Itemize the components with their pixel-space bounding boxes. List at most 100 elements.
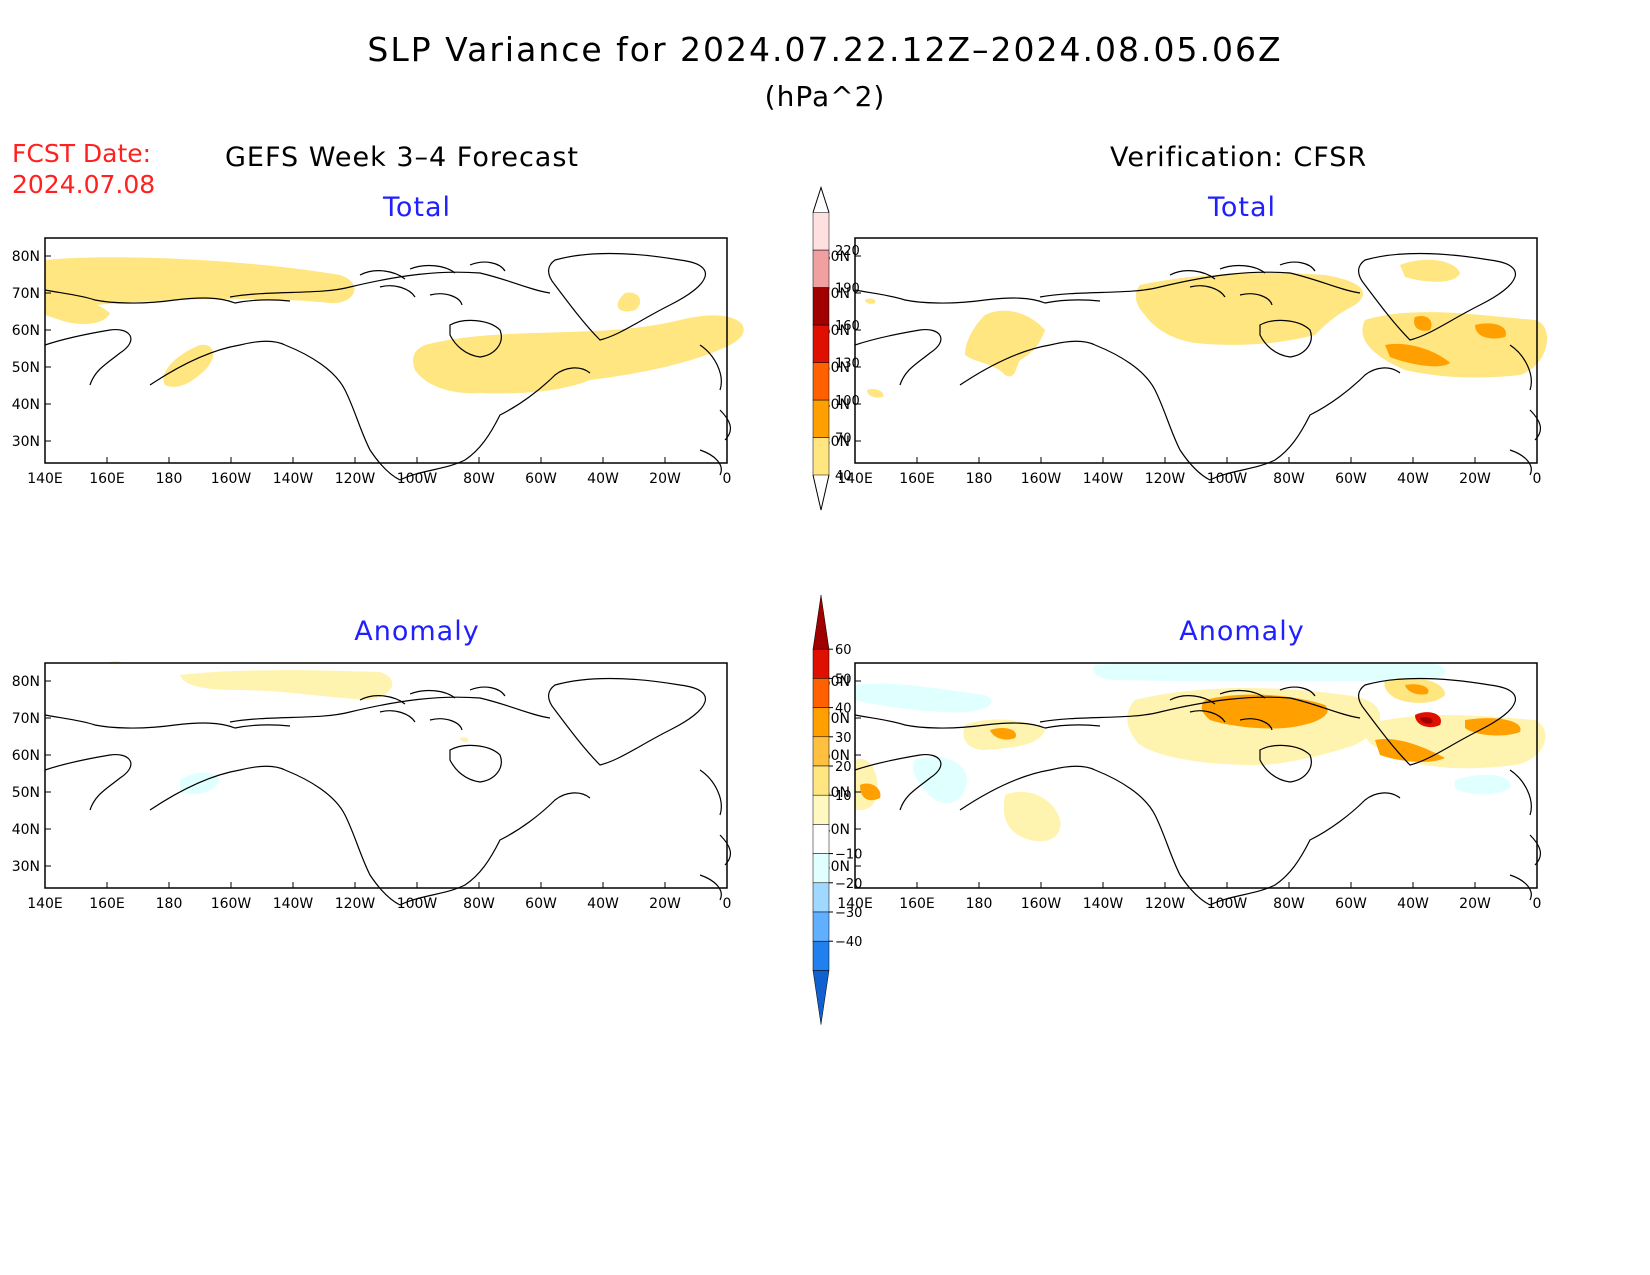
coastlines [44,678,732,906]
x-tick-label: 0 [723,896,732,912]
coastline [1209,367,1401,481]
coastline [359,686,506,731]
variance-area [867,388,884,398]
right-column-title: Verification: CFSR [1110,142,1368,173]
colorbar-label: 40 [835,469,852,484]
coastline [548,253,707,341]
coastline [1259,319,1312,358]
map-frame [44,662,728,889]
x-tick-label: 160W [211,471,252,487]
coastline [359,261,506,306]
colorbar-swatch [812,794,830,825]
x-tick-label: 0 [723,471,732,487]
x-tick-label: 60W [1335,896,1367,912]
x-tick-label: 120W [335,896,376,912]
x-tick-label: 160E [899,471,935,487]
x-tick-label: 80W [463,471,495,487]
colorbar-swatch [812,707,830,738]
figure-units: (hPa^2) [764,80,886,113]
colorbar-swatch [812,324,830,363]
coastline [1259,744,1312,783]
colorbar-label: −40 [835,935,862,950]
anomaly-area [180,670,393,700]
variance-area [45,257,355,307]
coastline [854,289,1101,304]
colorbar-label: 60 [835,643,852,658]
coastline [1169,261,1316,306]
x-tick-label: 140E [27,896,63,912]
coastline [1169,686,1316,731]
colorbar-swatch [812,882,830,913]
map-frame [44,237,728,464]
x-tick-label: 100W [397,896,438,912]
x-tick-label: 180 [966,896,993,912]
coastline [854,753,942,811]
map-fcst-anom: 80N 70N 60N 50N 40N 30N 140E 160E 180 160W 140W 12… [12,660,732,912]
x-tick-label: 40W [587,471,619,487]
x-tick-label: 120W [1145,896,1186,912]
shading-obs-anom [855,661,1546,842]
fcst-date-value: 2024.07.08 [12,170,156,199]
coastline [284,769,401,906]
colorbar-swatch [812,399,830,438]
fcst-date-label: FCST Date: [12,139,152,168]
anomaly-area [1093,661,1446,682]
coastline [1094,769,1211,906]
colorbar-swatch [812,437,830,476]
colorbar-swatch [812,678,830,708]
coastline [1209,792,1401,906]
colorbar-label: 40 [835,702,852,717]
colorbar-swatch [812,648,830,679]
x-tick-label: 160E [899,896,935,912]
x-tick-label: 140E [27,471,63,487]
colorbar-swatch [812,940,830,971]
x-axis: 140E 160E 180 160W 140W 120W 100W 80W 60W 40W 20W 0 [27,882,731,912]
colorbar-label: −20 [835,877,862,892]
anomaly-area [1201,694,1328,729]
x-tick-label: 120W [1145,471,1186,487]
coastlines [44,253,732,481]
y-tick-label: 60N [12,323,40,339]
colorbar-swatch [812,362,830,401]
coastline [44,328,132,386]
variance-area [1414,315,1432,331]
x-tick-label: 140E [837,896,873,912]
colorbar-label: 30 [835,731,852,746]
coastline [548,678,707,766]
anomaly-area [1455,774,1511,795]
colorbar-swatch [812,824,830,854]
y-tick-label: 80N [12,674,40,690]
x-axis: 140E 160E 180 160W 140W 120W 100W 80W 60W 40W 20W 0 [837,882,1541,912]
y-axis: 80N 70N 60N 50N 40N 30N [12,249,51,450]
y-tick-label: 30N [12,859,40,875]
x-tick-label: 160E [89,471,125,487]
coastline [284,344,401,481]
coastline [149,340,286,386]
anomaly-area [913,756,967,804]
x-tick-label: 140W [273,471,314,487]
variance-area [1475,323,1506,339]
colorbar-swatch [812,212,830,251]
coastline [44,753,132,811]
x-tick-label: 160E [89,896,125,912]
shading-obs-total [865,259,1547,398]
x-tick-label: 160W [1021,896,1062,912]
y-tick-label: 40N [12,822,40,838]
figure-title: SLP Variance for 2024.07.22.12Z–2024.08.… [367,30,1283,69]
anomaly-area [180,772,220,795]
y-tick-label: 40N [12,397,40,413]
coastline [959,765,1096,811]
coastline [44,289,291,304]
x-tick-label: 120W [335,471,376,487]
x-tick-label: 80W [1273,896,1305,912]
coastline [1358,678,1517,766]
coastlines [854,678,1542,906]
anomaly-area [860,783,881,801]
x-tick-label: 160W [1021,471,1062,487]
colorbar-label: 190 [835,282,860,297]
x-tick-label: 40W [587,896,619,912]
map-fcst-total: 80N 70N 60N 50N 40N 30N 140E 160E 180 160W 140W 12… [12,237,744,487]
x-tick-label: 80W [463,896,495,912]
coastline [854,328,942,386]
coastline [699,344,732,476]
